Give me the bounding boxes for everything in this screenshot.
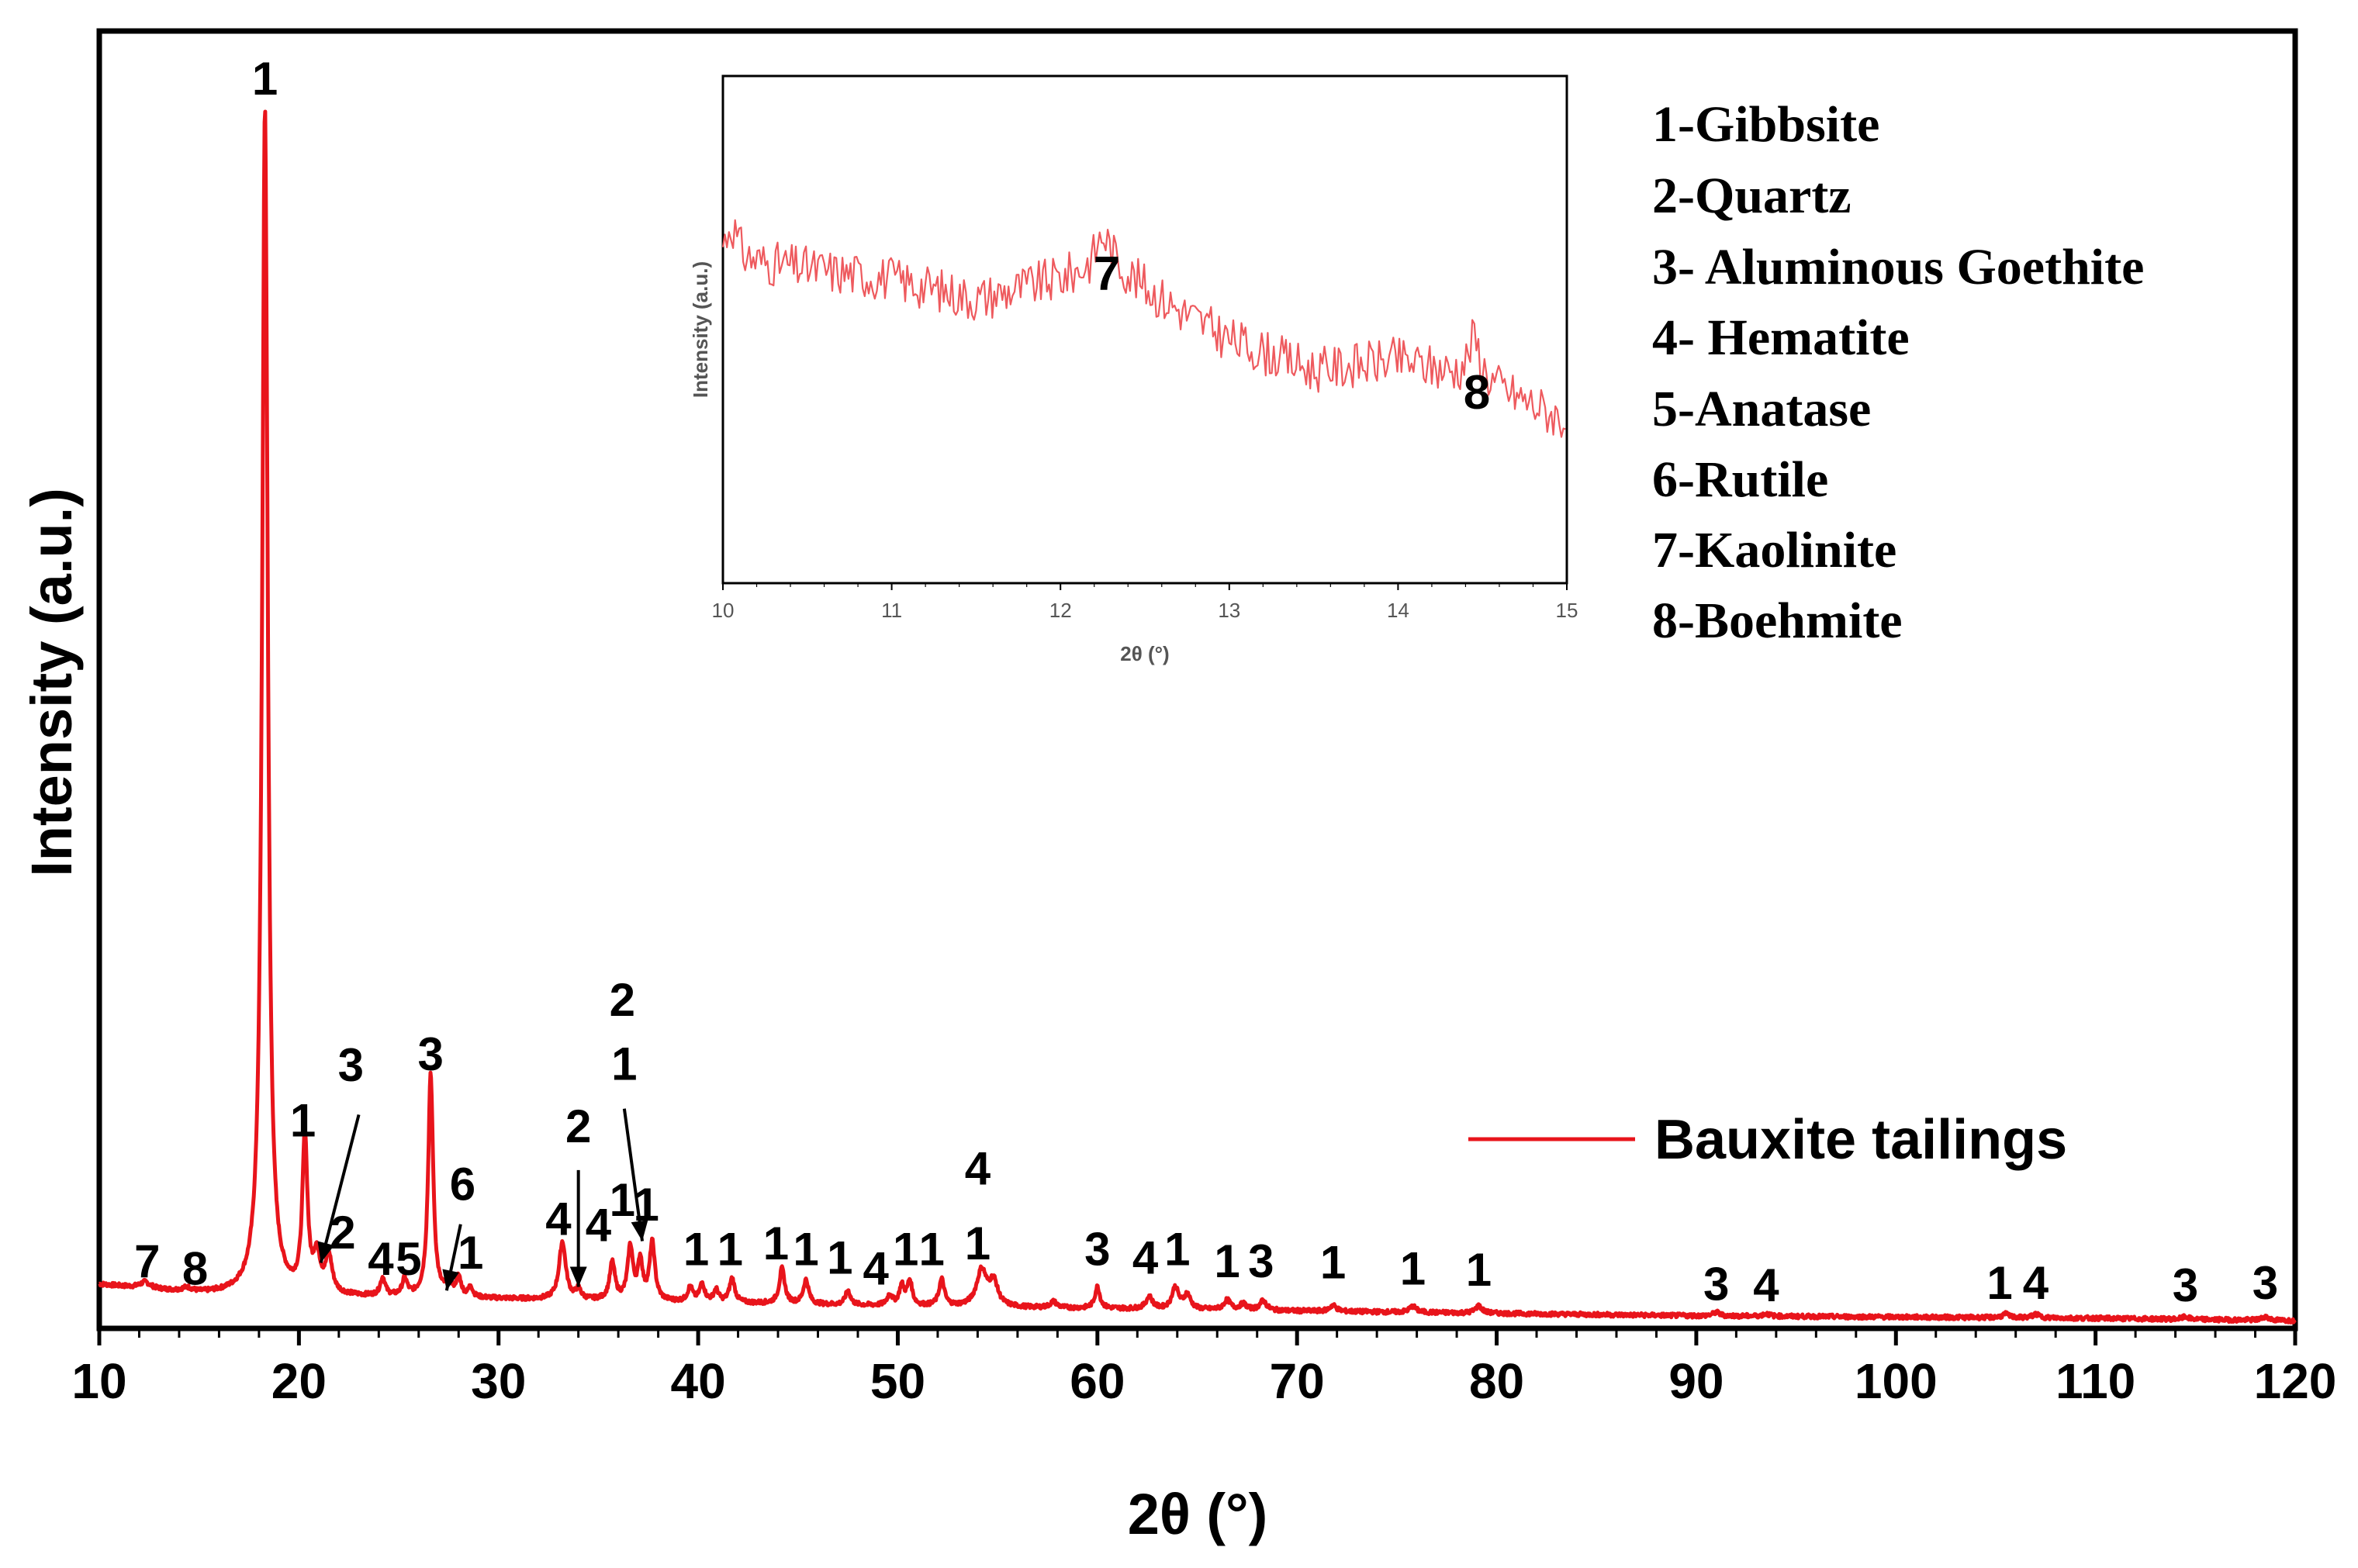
inset-series-line (721, 219, 1566, 438)
phase-key: 1-Gibbsite 2-Quartz 3- Aluminous Goethit… (1652, 96, 2144, 649)
peak-label: 4 (965, 1143, 991, 1195)
inset-x-tick-labels: 10 11 12 13 14 15 (712, 599, 1578, 622)
inset-tick-label: 15 (1556, 599, 1578, 622)
peak-label: 6 (450, 1159, 475, 1211)
x-tick-label: 40 (670, 1353, 725, 1409)
peak-label: 1 (1214, 1235, 1240, 1287)
main-xlabel: 2θ (°) (1128, 1482, 1268, 1546)
peak-label: 3 (2173, 1259, 2198, 1311)
peak-label: 1 (610, 1174, 635, 1226)
phase-5: 5-Anatase (1652, 381, 1871, 437)
label-arrow-head (442, 1269, 459, 1291)
inset-x-ticks (722, 583, 1568, 590)
peak-label: 1 (717, 1224, 743, 1276)
main-ylabel: Intensity (a.u.) (19, 488, 84, 877)
phase-6: 6-Rutile (1652, 451, 1828, 508)
inset-tick-label: 14 (1387, 599, 1409, 622)
legend-label: Bauxite tailings (1654, 1109, 2067, 1171)
peak-label: 4 (2023, 1257, 2049, 1309)
main-plot-frame (96, 28, 2298, 1331)
label-arrow-head (631, 1220, 648, 1242)
label-arrow-head (569, 1266, 587, 1287)
main-x-ticks (97, 1328, 2297, 1345)
x-tick-label: 10 (71, 1353, 126, 1409)
peak-label: 1 (793, 1224, 818, 1276)
x-tick-label: 90 (1668, 1353, 1724, 1409)
peak-label: 5 (396, 1233, 421, 1285)
peak-label: 3 (338, 1039, 364, 1091)
phase-2: 2-Quartz (1652, 168, 1851, 224)
peak-label: 1 (1986, 1257, 2012, 1309)
peak-label: 3 (1248, 1235, 1274, 1287)
phase-3: 3- Aluminous Goethite (1652, 239, 2144, 295)
peak-label: 3 (1084, 1224, 1110, 1276)
peak-label: 1 (1466, 1244, 1492, 1296)
inset-frame (721, 74, 1568, 585)
peak-label: 1 (827, 1231, 852, 1283)
main-x-tick-labels: 10 20 30 40 50 60 70 80 90 100 110 120 (71, 1353, 2336, 1409)
x-tick-label: 60 (1070, 1353, 1125, 1409)
peak-label: 4 (368, 1233, 394, 1285)
inset-tick-label: 10 (712, 599, 735, 622)
x-tick-label: 120 (2254, 1353, 2337, 1409)
x-tick-label: 50 (870, 1353, 925, 1409)
label-arrow (319, 1114, 361, 1263)
peak-label: 4 (1132, 1231, 1159, 1283)
peak-label: 3 (1703, 1259, 1729, 1311)
peak-label: 1 (1400, 1242, 1426, 1294)
inset-tick-label: 12 (1049, 599, 1072, 622)
peak-label: 1 (919, 1224, 945, 1276)
x-tick-label: 20 (271, 1353, 327, 1409)
peak-label: 1 (763, 1217, 789, 1269)
x-tick-label: 70 (1270, 1353, 1325, 1409)
x-tick-label: 30 (471, 1353, 526, 1409)
inset-tick-label: 13 (1218, 599, 1240, 622)
peak-label: 1 (611, 1038, 637, 1090)
x-tick-label: 100 (1855, 1353, 1938, 1409)
peak-label: 4 (863, 1242, 889, 1294)
peak-label: 1 (1164, 1224, 1190, 1276)
phase-7: 7-Kaolinite (1652, 522, 1896, 579)
x-tick-label: 110 (2055, 1353, 2135, 1409)
peak-label: 1 (1320, 1237, 1346, 1289)
phase-4: 4- Hematite (1652, 309, 1910, 366)
inset-peak-label-7: 7 (1094, 247, 1120, 301)
peak-label: 1 (252, 53, 278, 105)
inset-ylabel: Intensity (a.u.) (689, 261, 712, 398)
inset-xlabel: 2θ (°) (1120, 642, 1169, 665)
main-arrows (317, 1108, 648, 1291)
phase-8: 8-Boehmite (1652, 592, 1903, 649)
inset-peak-label-8: 8 (1464, 366, 1490, 420)
phase-1: 1-Gibbsite (1652, 96, 1879, 153)
peak-label: 4 (545, 1193, 572, 1245)
peak-label: 3 (418, 1028, 444, 1080)
peak-label: 1 (683, 1224, 709, 1276)
peak-label: 1 (965, 1217, 991, 1269)
peak-label: 4 (1753, 1259, 1779, 1311)
main-series-line (98, 109, 2297, 1325)
peak-label: 7 (134, 1235, 160, 1287)
label-arrow (622, 1108, 645, 1242)
inset-tick-label: 11 (881, 599, 902, 622)
peak-label: 2 (565, 1100, 591, 1152)
peak-label: 4 (586, 1200, 612, 1252)
peak-label: 2 (610, 974, 635, 1026)
peak-label: 1 (893, 1224, 918, 1276)
x-tick-label: 80 (1469, 1353, 1524, 1409)
peak-label: 1 (458, 1227, 483, 1279)
peak-label: 3 (2253, 1257, 2278, 1309)
peak-label: 8 (182, 1242, 208, 1294)
peak-label: 1 (290, 1094, 316, 1146)
label-arrow-head (317, 1241, 334, 1263)
